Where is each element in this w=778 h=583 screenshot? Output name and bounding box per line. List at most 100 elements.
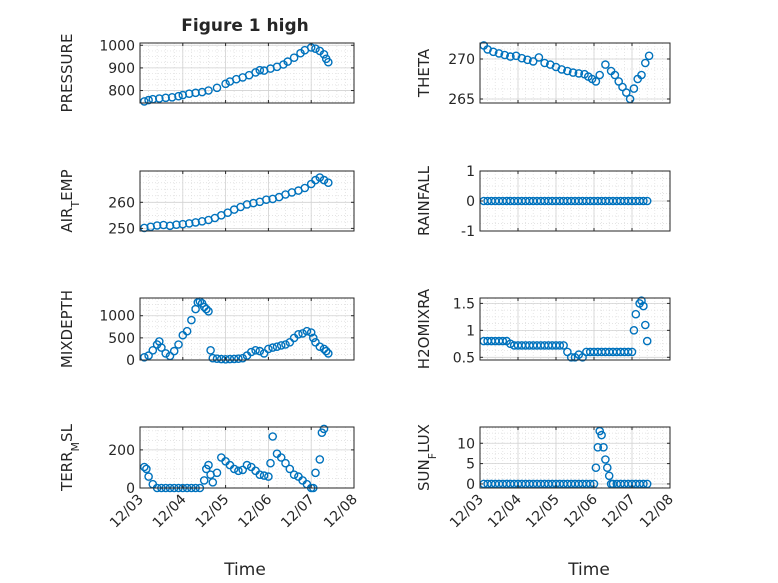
data-point [251,68,260,77]
data-point [604,471,614,481]
data-point [178,219,188,229]
data-point [285,464,295,474]
data-point [642,336,652,346]
y-tick-label: 270 [448,52,475,68]
y-tick-label: 1 [466,323,475,339]
data-point [610,70,620,80]
data-point [242,460,252,470]
data-point [500,50,510,60]
data-point [642,196,652,206]
y-tick-label: 500 [108,331,135,347]
axes-frame [139,297,355,361]
data-point [264,344,273,354]
x-tick-label: 12/08 [321,492,361,532]
data-point [212,354,222,364]
plot-area [140,427,354,488]
data-point [321,346,331,356]
y-tick-label: 1000 [99,38,135,54]
data-point [599,442,608,452]
data-point [563,66,572,76]
y-tick-label: 1000 [99,309,135,325]
data-point [302,326,312,336]
x-tick-label: 12/03 [107,492,147,532]
data-point [517,53,527,63]
data-point [637,296,646,306]
data-point [319,50,329,59]
data-point [234,354,243,364]
data-point [319,424,329,434]
x-tick-label: 12/04 [150,491,190,531]
data-point [323,57,333,67]
data-point [144,351,153,360]
data-point [216,354,226,364]
data-point [174,91,183,101]
data-point [204,460,213,470]
data-point [506,52,515,61]
data-point [540,58,549,68]
y-tick-label: 0 [126,481,135,497]
axes-frame [139,42,355,104]
data-point [597,430,606,440]
data-point [259,349,269,358]
data-point [300,183,310,193]
y-tick-label: -1 [461,224,475,240]
axes-frame [139,170,355,232]
data-point [251,345,260,355]
y-tick-label: 260 [108,195,135,211]
data-point [238,465,247,475]
data-point [139,97,149,106]
data-point [315,173,325,182]
y-tick-label: 1.5 [453,296,475,312]
data-point [161,349,170,358]
data-point [306,328,316,337]
data-point [266,458,275,468]
data-point [568,68,578,77]
axes-frame [139,426,355,489]
subplot-h2omixra: 0.5 1 1.5 H2OMIXRA [415,288,671,369]
data-point [488,47,498,57]
subplot-mixdepth: 0 500 1000 MIXDEPTH [58,290,355,369]
data-point [208,477,218,487]
data-point [298,329,307,338]
data-point [199,302,209,312]
data-point [255,65,265,75]
y-tick-label: 10 [457,436,475,452]
y-tick-label: 200 [108,443,135,459]
data-point [595,70,605,80]
x-tick-label: 12/05 [193,492,233,532]
subplot-terr-msl: 0 200 12/03 12/04 12/05 12/06 12/07 12/08 TERRMS… [58,423,361,531]
y-tick-label: 0 [466,194,475,210]
y-tick-label: 250 [108,221,135,237]
data-point [523,55,532,65]
y-tick-label: 0.5 [453,350,475,366]
data-point [315,455,325,464]
data-point [566,352,576,362]
data-point [221,354,230,364]
data-point [169,346,179,356]
x-tick-label: 12/04 [485,491,525,531]
data-point [152,221,162,230]
y-axis-label: TERRMSL [58,423,82,492]
data-point [238,353,247,363]
data-point [208,353,218,363]
y-axis-label: MIXDEPTH [58,290,76,368]
subplot-rainfall: -1 0 1 RAINFALL [415,164,671,240]
data-point [154,94,164,103]
data-point [319,344,329,354]
data-point [311,175,320,185]
data-point [229,354,239,364]
data-point [268,432,278,441]
data-point [206,345,215,355]
data-point [494,49,504,58]
data-point [272,342,282,352]
data-point [639,196,648,206]
data-point [591,463,601,473]
data-point [559,341,568,350]
data-point [601,455,610,464]
data-point [574,69,584,78]
data-point [139,352,149,362]
y-tick-label: 1 [466,164,475,180]
data-point [204,306,213,316]
